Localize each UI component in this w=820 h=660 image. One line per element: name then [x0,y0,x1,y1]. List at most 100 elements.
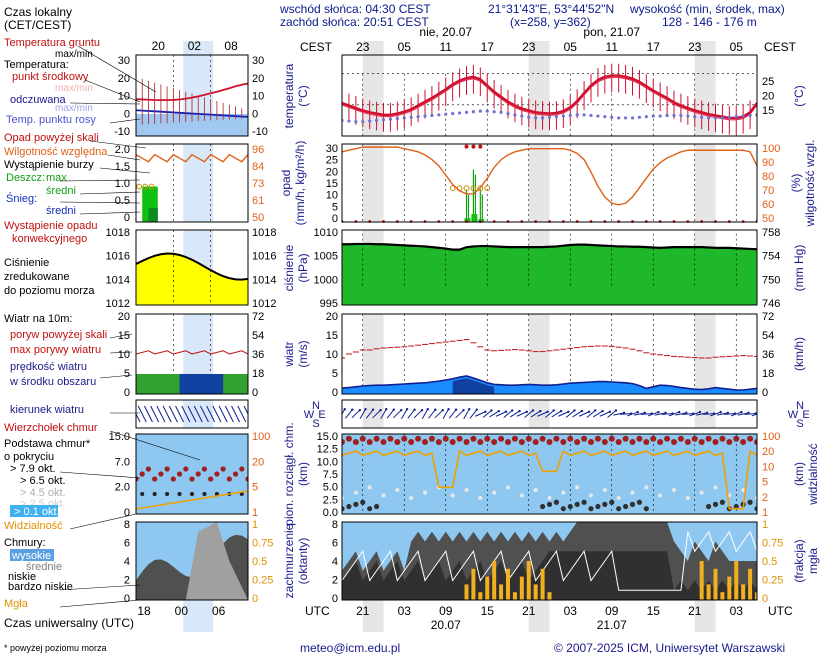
base-main-tick: 12.5 [317,444,338,456]
precip-small-bar [148,207,158,222]
legend-item-15: średni [46,205,76,217]
legend-item-7: Temp. punktu rosy [6,114,96,126]
cloud-base-light-dot [464,488,469,492]
wind-small-arrow [212,405,222,423]
cloud-base-dot [595,503,601,510]
wind-arrow [530,410,541,418]
wind-arrow [372,409,381,419]
wind-small-tick: 10 [118,349,130,361]
wind-small-arrow [136,412,141,423]
cloud-top-dot [401,435,408,442]
cloud-top-dot [366,439,373,445]
legend-item-2: Temperatura: [4,59,69,71]
panel-frame [135,399,249,429]
legend-item-18: Ciśnienie [4,257,49,269]
cloud-top-dot [747,435,754,442]
local-time-zone: (CET/CEST) [4,18,72,32]
legend-item-28: Podstawa chmur* [4,438,91,450]
utc-left: UTC [305,604,330,618]
cloud-top-dot [345,435,352,442]
cloud-top-dot [484,435,491,442]
cloud-base-dot [609,499,615,505]
temp-small-tick-r: 10 [252,91,264,103]
pres-main-tick-r: 746 [762,298,780,310]
wind-arrow-head [379,408,382,412]
cloud-top-dot [615,439,622,445]
wind-arrow-head [614,409,618,412]
dew-point-dot [706,116,711,120]
legend-item-24: prędkość wiatru [10,361,87,373]
below-zero-area [136,113,248,136]
cloud-top-dot [567,435,574,442]
cloud-base-light-dot [492,490,497,495]
leader-line [99,374,133,379]
wind-arrow-head [601,409,604,413]
vis-main-tick: 100 [762,431,780,443]
legend-item-13: średni [46,185,76,197]
precip-small-tick: 2.0 [115,144,130,156]
night-band [362,314,384,394]
dew-point-dot [368,119,372,123]
cloud-base-light-dot [381,493,386,498]
wind-arrow [469,409,478,419]
wind-arrow [455,409,464,419]
axis-title-precip: opad [279,170,293,197]
dew-point-dot [596,114,600,118]
bottom-utc-tick: 03 [564,604,578,618]
legend-item-19: zredukowane [4,271,69,283]
cloud-base-dot [367,506,373,512]
legend-item-29: o pokryciu [4,451,54,463]
wind-arrow-head [426,408,429,411]
cloud-base-dot [360,499,366,505]
panel-frame [135,54,249,137]
frac-small-tick: 0.25 [252,575,273,587]
axis-title-precip-unit: (mm/h, kg/m²/h) [293,141,307,226]
pres-main-tick: 1005 [314,251,338,263]
pressure-line [342,242,757,251]
cloud-top-dot [601,439,608,445]
leader-line [59,584,141,591]
wind-small-tick: 0 [124,387,130,399]
cloud-top-dot [546,439,553,445]
compass-e: E [802,409,809,421]
pressure-small-area [136,253,248,305]
dew-point-dot [693,115,697,119]
wind-main-tick: 15 [326,330,338,342]
wind-small-arrow [143,405,153,423]
wind-arrow-head [747,411,750,415]
wind-small-arrow [224,405,234,423]
axis-title-wind-unit2: (km/h) [792,337,806,371]
frac-small-tick: 0 [252,593,258,605]
cloud-base-light-dot [713,485,718,490]
hum-small-tick: 84 [252,161,264,173]
wind-small-arrow [218,405,228,423]
wind-arrow [696,412,708,416]
dew-point-dot [748,113,752,118]
cloud-top-small-dot [214,471,220,477]
cloud-top-small-dot [239,466,245,472]
night-band [528,600,550,632]
wind-arrow-head [484,410,487,413]
wind-arrow-head [539,409,542,413]
precip-main-tick: 10 [326,190,338,202]
cloud-top-dot [643,439,650,445]
cloud-top-dot [539,435,546,442]
cloud-base-light-dot [533,488,538,492]
dew-point-dot [561,114,565,118]
dew-point-dot [637,115,642,119]
cloud-top-dot [650,435,657,442]
legend-okt01: > 0.1 okt. [14,506,60,518]
humidity-line [342,146,757,206]
dew-point-dot [603,115,607,119]
bottom-utc-tick: 09 [439,604,453,618]
bottom-small-tick: 18 [137,604,151,618]
wind-arrow [509,410,520,418]
okt-small-tick: 0 [124,593,130,605]
pres-main-tick-r: 758 [762,227,780,239]
dew-point-dot [623,116,628,120]
wind-arrow-head [726,411,729,415]
panel-frame [135,313,249,395]
wind-arrow-head [518,409,521,413]
pres-main-tick: 995 [320,298,338,310]
cloud-base-light-dot [602,488,607,492]
